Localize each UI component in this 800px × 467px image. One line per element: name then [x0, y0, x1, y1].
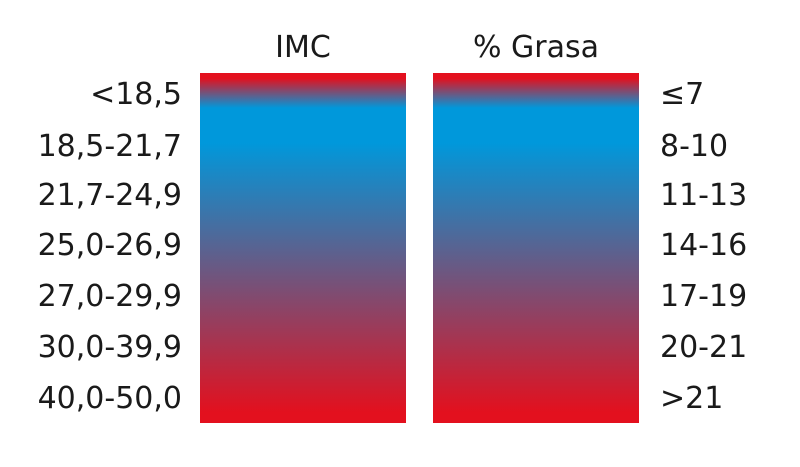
body-fat-range-labels: ≤7 8-10 11-13 14-16 17-19 20-21 >21: [660, 73, 800, 423]
body-fat-range-label: >21: [660, 381, 724, 416]
imc-range-label: <18,5: [90, 77, 182, 112]
imc-gradient-bar: [200, 73, 406, 423]
body-fat-range-label: 14-16: [660, 228, 748, 263]
imc-range-label: 25,0-26,9: [37, 228, 182, 263]
imc-range-label: 30,0-39,9: [37, 330, 182, 365]
imc-range-label: 18,5-21,7: [37, 129, 182, 164]
body-fat-range-label: ≤7: [660, 77, 705, 112]
body-fat-column-title: % Grasa: [472, 30, 600, 65]
body-fat-gradient-bar: [433, 73, 639, 423]
body-fat-range-label: 20-21: [660, 330, 748, 365]
body-fat-range-label: 8-10: [660, 129, 729, 164]
imc-column-title: IMC: [275, 30, 331, 65]
imc-range-label: 21,7-24,9: [37, 178, 182, 213]
body-fat-range-label: 11-13: [660, 178, 748, 213]
imc-range-label: 27,0-29,9: [37, 279, 182, 314]
imc-range-labels: <18,5 18,5-21,7 21,7-24,9 25,0-26,9 27,0…: [0, 73, 182, 423]
body-fat-range-label: 17-19: [660, 279, 748, 314]
imc-range-label: 40,0-50,0: [37, 381, 182, 416]
